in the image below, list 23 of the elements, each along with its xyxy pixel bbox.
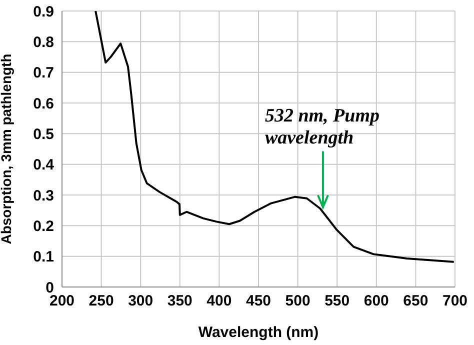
y-tick-label: 0.4 <box>33 156 55 174</box>
x-tick-label: 450 <box>246 292 272 310</box>
y-tick-label: 0.2 <box>33 218 54 235</box>
y-tick-label: 0.7 <box>33 64 54 82</box>
x-tick-label: 550 <box>324 292 350 310</box>
y-tick-label: 0.3 <box>33 187 54 204</box>
y-tick-label: 0.9 <box>33 3 54 20</box>
x-tick-label: 700 <box>442 292 468 310</box>
annotation: 532 nm, Pump wavelength <box>264 105 380 148</box>
x-tick-label: 350 <box>167 292 192 310</box>
line-series <box>94 11 455 263</box>
x-tick-label: 600 <box>364 292 389 310</box>
y-tick-label: 0.8 <box>33 34 54 51</box>
x-tick-label: 650 <box>403 292 428 310</box>
x-tick-label: 300 <box>128 292 154 310</box>
y-axis-title: Absorption, 3mm pathlength <box>0 54 14 244</box>
x-tick-label: 400 <box>206 292 232 310</box>
y-tick-label: 0.1 <box>33 248 54 266</box>
x-axis-title: Wavelength (nm) <box>198 324 319 341</box>
y-tick-label: 0.5 <box>33 126 54 143</box>
y-tick-label: 0.6 <box>33 95 54 112</box>
x-tick-label: 500 <box>285 292 310 310</box>
x-tick-label: 250 <box>88 292 114 310</box>
